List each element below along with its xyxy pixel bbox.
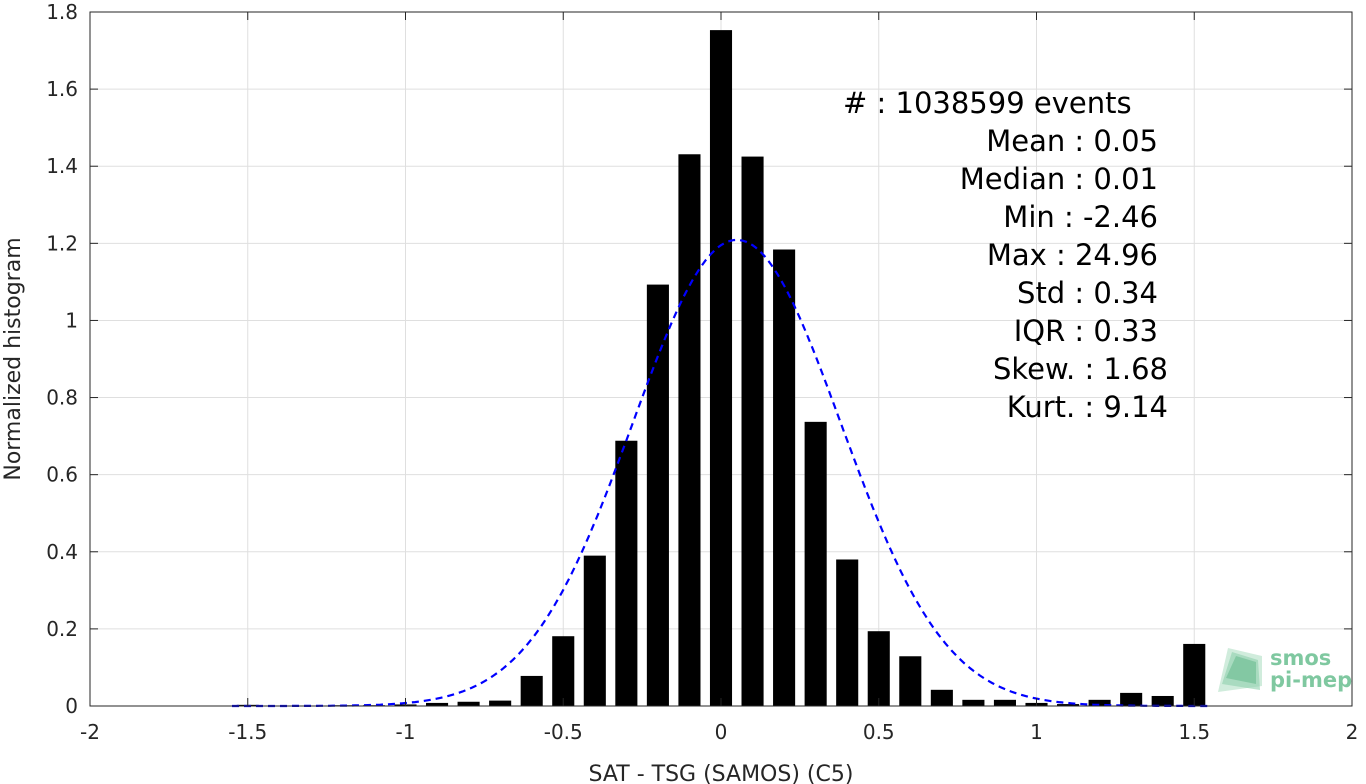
stat-median: Median : 0.01 — [960, 162, 1158, 196]
histogram-bar — [867, 631, 890, 706]
histogram-bar — [489, 700, 512, 706]
stat-min: Min : -2.46 — [1003, 200, 1158, 234]
histogram-bar — [1120, 692, 1143, 706]
y-tick-label: 0 — [65, 694, 78, 718]
x-tick-label: -0.5 — [544, 720, 583, 744]
x-tick-label: 0 — [715, 720, 728, 744]
histogram-bars — [236, 30, 1206, 707]
histogram-bar — [836, 559, 859, 706]
histogram-bar — [678, 154, 701, 706]
stat-iqr: IQR : 0.33 — [1014, 314, 1158, 348]
statistics-annotation: # : 1038599 events Mean : 0.05 Median : … — [843, 86, 1168, 424]
histogram-bar — [583, 555, 606, 706]
histogram-bar — [552, 636, 575, 706]
x-tick-label: -2 — [80, 720, 100, 744]
logo-text-line2: pi-mep — [1270, 668, 1352, 692]
stat-max: Max : 24.96 — [987, 238, 1158, 272]
histogram-bar — [804, 421, 827, 706]
histogram-bar — [426, 702, 449, 706]
y-tick-label: 1.4 — [46, 154, 78, 178]
histogram-bar — [1088, 699, 1111, 706]
y-tick-label: 1.8 — [46, 0, 78, 24]
histogram-bar — [520, 675, 543, 706]
stat-mean: Mean : 0.05 — [986, 124, 1158, 158]
y-tick-label: 1.2 — [46, 231, 78, 255]
smos-pimep-logo: smos pi-mep — [1218, 646, 1352, 692]
y-tick-label: 0.6 — [46, 463, 78, 487]
y-tick-label: 1 — [65, 308, 78, 332]
x-tick-label: -1.5 — [228, 720, 267, 744]
x-axis-title: SAT - TSG (SAMOS) (C5) — [589, 762, 854, 784]
logo-emblem-icon — [1218, 648, 1262, 692]
histogram-bar — [930, 689, 953, 706]
histogram-bar — [1151, 695, 1174, 706]
x-tick-label: 0.5 — [863, 720, 895, 744]
y-tick-label: 0.2 — [46, 617, 78, 641]
histogram-bar — [646, 284, 669, 706]
stat-skew: Skew. : 1.68 — [993, 352, 1168, 386]
histogram-bar — [962, 699, 985, 706]
histogram-bar — [899, 656, 922, 706]
histogram-bar — [709, 30, 733, 707]
histogram-bar — [1057, 704, 1080, 706]
x-tick-label: -1 — [396, 720, 416, 744]
x-tick-label: 2 — [1346, 720, 1359, 744]
y-axis-title: Normalized histogram — [1, 237, 26, 480]
stat-kurt: Kurt. : 9.14 — [1007, 390, 1168, 424]
axis-ticks: -2 -1.5 -1 -0.5 0 0.5 1 1.5 2 0 0.2 0.4 0.6 0.8 1 1.2 1.… — [46, 0, 1358, 744]
histogram-bar — [615, 440, 638, 706]
stat-std: Std : 0.34 — [1017, 276, 1158, 310]
y-tick-label: 1.6 — [46, 77, 78, 101]
histogram-bar — [457, 701, 480, 706]
y-tick-label: 0.8 — [46, 386, 78, 410]
histogram-bar — [773, 249, 796, 706]
logo-text-line1: smos — [1270, 646, 1331, 670]
histogram-bar — [741, 156, 764, 707]
x-tick-label: 1.5 — [1178, 720, 1210, 744]
normal-fit-curve — [232, 238, 1210, 708]
histogram-bar — [993, 699, 1016, 706]
stat-events: # : 1038599 events — [843, 86, 1132, 120]
histogram-bar — [1183, 643, 1206, 706]
x-tick-label: 1 — [1030, 720, 1043, 744]
y-tick-label: 0.4 — [46, 540, 78, 564]
